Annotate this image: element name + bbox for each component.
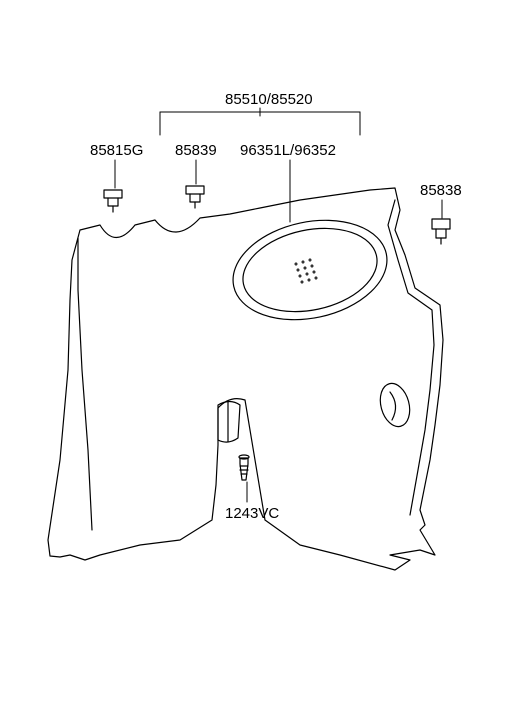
label-top-combined: 85510/85520: [225, 91, 313, 108]
clip-85815g: [104, 190, 122, 212]
panel-vent-slot: [390, 392, 396, 420]
screw-1243vc: [239, 455, 249, 480]
leader-lines: [115, 108, 442, 502]
speaker-grille-inner: [235, 217, 385, 324]
panel-recess: [218, 402, 240, 443]
label-screw-bottom: 1243VC: [225, 505, 279, 522]
clip-85838: [432, 219, 450, 244]
panel-inner-edge: [78, 238, 92, 530]
panel-inner-edge-2: [388, 200, 434, 515]
speaker-grille-dots: [295, 259, 317, 283]
label-clip-mid: 85839: [175, 142, 217, 159]
clip-85839: [186, 186, 204, 208]
label-speaker-combined: 96351L/96352: [240, 142, 336, 159]
speaker-grille-outer: [224, 207, 397, 333]
label-clip-right: 85838: [420, 182, 462, 199]
label-clip-left: 85815G: [90, 142, 143, 159]
